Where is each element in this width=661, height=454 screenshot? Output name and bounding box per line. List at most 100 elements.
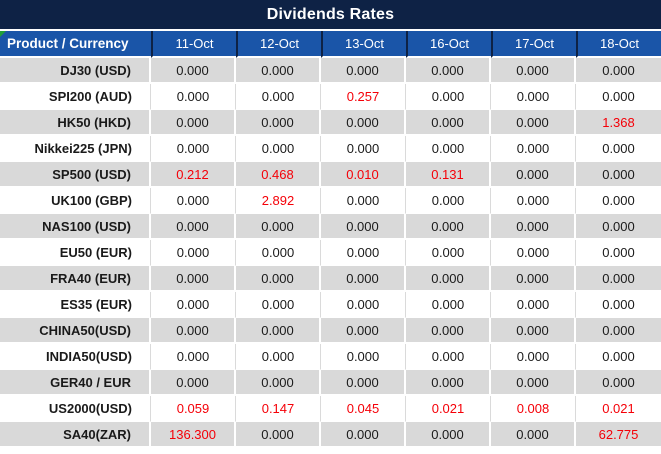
rate-cell: 0.000: [236, 318, 321, 344]
rate-cell: 0.000: [491, 370, 576, 396]
rate-cell: 0.000: [576, 266, 661, 292]
rate-cell: 0.000: [321, 292, 406, 318]
product-cell: SPI200 (AUD): [0, 84, 151, 110]
rate-cell: 0.000: [151, 370, 236, 396]
date-column-header: 11-Oct: [151, 31, 236, 58]
rate-cell: 2.892: [236, 188, 321, 214]
rate-cell: 0.000: [236, 370, 321, 396]
table-title: Dividends Rates: [266, 5, 395, 23]
rate-cell: 0.468: [236, 162, 321, 188]
rate-cell: 0.000: [236, 214, 321, 240]
table-row: CHINA50(USD) 0.000 0.000 0.000 0.000 0.000 0.0…: [0, 318, 661, 344]
rate-cell: 0.000: [151, 344, 236, 370]
rate-cell: 62.775: [576, 422, 661, 448]
rate-cell: 0.000: [321, 110, 406, 136]
rate-cell: 136.300: [151, 422, 236, 448]
product-cell: NAS100 (USD): [0, 214, 151, 240]
rate-cell: 0.000: [406, 370, 491, 396]
product-cell: CHINA50(USD): [0, 318, 151, 344]
rate-cell: 0.000: [491, 422, 576, 448]
rate-cell: 0.000: [321, 188, 406, 214]
rate-cell: 0.000: [491, 344, 576, 370]
rate-cell: 0.000: [576, 344, 661, 370]
date-column-header: 18-Oct: [576, 31, 661, 58]
rate-cell: 0.000: [236, 110, 321, 136]
rate-cell: 0.000: [236, 84, 321, 110]
rate-cell: 0.000: [321, 318, 406, 344]
product-cell: INDIA50(USD): [0, 344, 151, 370]
rate-cell: 0.000: [406, 422, 491, 448]
rate-cell: 0.000: [236, 240, 321, 266]
rate-cell: 0.212: [151, 162, 236, 188]
product-currency-label: Product / Currency: [7, 36, 129, 51]
rate-cell: 0.000: [406, 110, 491, 136]
product-currency-header: Product / Currency: [0, 31, 151, 58]
table-row: SP500 (USD) 0.212 0.468 0.010 0.131 0.000 0.00…: [0, 162, 661, 188]
rate-cell: 0.147: [236, 396, 321, 422]
rate-cell: 0.000: [576, 318, 661, 344]
rate-cell: 0.000: [151, 136, 236, 162]
rate-cell: 0.010: [321, 162, 406, 188]
table-row: Nikkei225 (JPN) 0.000 0.000 0.000 0.000 0.000…: [0, 136, 661, 162]
product-cell: GER40 / EUR: [0, 370, 151, 396]
date-column-header: 12-Oct: [236, 31, 321, 58]
rate-cell: 0.000: [491, 58, 576, 84]
rate-cell: 0.000: [151, 110, 236, 136]
product-cell: DJ30 (USD): [0, 58, 151, 84]
rate-cell: 0.000: [321, 370, 406, 396]
rate-cell: 0.000: [151, 188, 236, 214]
date-column-header: 13-Oct: [321, 31, 406, 58]
table-row: DJ30 (USD) 0.000 0.000 0.000 0.000 0.000 0.000: [0, 58, 661, 84]
product-cell: FRA40 (EUR): [0, 266, 151, 292]
table-row: SA40(ZAR) 136.300 0.000 0.000 0.000 0.000 62.7…: [0, 422, 661, 448]
product-cell: UK100 (GBP): [0, 188, 151, 214]
table-title-bar: Dividends Rates: [0, 0, 661, 31]
rate-cell: 0.000: [491, 84, 576, 110]
rate-cell: 0.000: [406, 318, 491, 344]
rate-cell: 0.000: [491, 240, 576, 266]
rate-cell: 0.000: [321, 214, 406, 240]
product-cell: ES35 (EUR): [0, 292, 151, 318]
rate-cell: 0.021: [406, 396, 491, 422]
rate-cell: 0.000: [321, 422, 406, 448]
rate-cell: 0.000: [576, 214, 661, 240]
product-cell: US2000(USD): [0, 396, 151, 422]
rate-cell: 0.000: [321, 136, 406, 162]
rate-cell: 0.000: [406, 58, 491, 84]
product-cell: HK50 (HKD): [0, 110, 151, 136]
rate-cell: 0.131: [406, 162, 491, 188]
rate-cell: 0.000: [406, 266, 491, 292]
rate-cell: 0.257: [321, 84, 406, 110]
rate-cell: 0.000: [576, 292, 661, 318]
rate-cell: 0.000: [576, 240, 661, 266]
rate-cell: 0.000: [236, 58, 321, 84]
table-row: INDIA50(USD) 0.000 0.000 0.000 0.000 0.000 0.0…: [0, 344, 661, 370]
rate-cell: 0.000: [406, 292, 491, 318]
table-row: EU50 (EUR) 0.000 0.000 0.000 0.000 0.000 0.000: [0, 240, 661, 266]
rate-cell: 0.000: [576, 84, 661, 110]
rate-cell: 0.000: [406, 240, 491, 266]
date-column-header: 16-Oct: [406, 31, 491, 58]
header-row: Product / Currency 11-Oct 12-Oct 13-Oct 16-…: [0, 31, 661, 58]
rate-cell: 0.000: [151, 58, 236, 84]
rate-cell: 0.000: [491, 110, 576, 136]
table-row: UK100 (GBP) 0.000 2.892 0.000 0.000 0.000 0.00…: [0, 188, 661, 214]
rate-cell: 0.000: [151, 214, 236, 240]
rate-cell: 0.000: [491, 318, 576, 344]
rate-cell: 0.000: [406, 344, 491, 370]
rate-cell: 0.000: [491, 188, 576, 214]
rate-cell: 0.000: [321, 344, 406, 370]
rate-cell: 0.000: [576, 162, 661, 188]
rate-cell: 0.000: [406, 188, 491, 214]
rate-cell: 0.000: [321, 58, 406, 84]
rate-cell: 0.000: [151, 240, 236, 266]
rate-cell: 0.000: [151, 266, 236, 292]
table-row: NAS100 (USD) 0.000 0.000 0.000 0.000 0.000 0.0…: [0, 214, 661, 240]
rate-cell: 0.000: [236, 266, 321, 292]
rate-cell: 0.000: [406, 84, 491, 110]
rate-cell: 0.000: [576, 188, 661, 214]
rate-cell: 0.059: [151, 396, 236, 422]
product-cell: Nikkei225 (JPN): [0, 136, 151, 162]
rate-cell: 0.000: [321, 266, 406, 292]
table-row: GER40 / EUR 0.000 0.000 0.000 0.000 0.000 0.00…: [0, 370, 661, 396]
